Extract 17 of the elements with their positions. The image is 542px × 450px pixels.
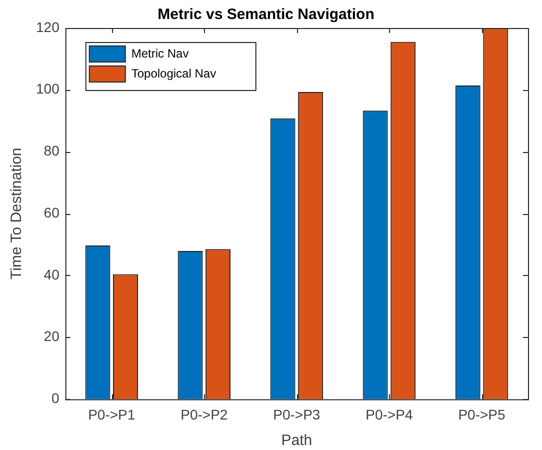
y-tick-label: 80 bbox=[44, 142, 60, 159]
x-tick-label: P0->P1 bbox=[88, 406, 136, 422]
legend-label: Metric Nav bbox=[131, 46, 189, 60]
y-tick-label: 20 bbox=[44, 328, 60, 344]
y-tick-label: 60 bbox=[44, 204, 60, 220]
y-tick-label: 120 bbox=[36, 18, 60, 35]
x-tick-label: P0->P2 bbox=[180, 406, 228, 422]
y-tick-label: 100 bbox=[36, 80, 60, 97]
y-axis-title: Time To Destination bbox=[8, 148, 26, 280]
x-axis-title: Path bbox=[281, 432, 312, 450]
y-tick-label: 0 bbox=[52, 390, 60, 406]
x-tick-label: P0->P4 bbox=[366, 406, 413, 422]
x-tick-label: P0->P3 bbox=[273, 406, 320, 422]
legend-label: Topological Nav bbox=[131, 66, 216, 80]
x-tick-label: P0->P5 bbox=[458, 406, 506, 422]
chart-title: Metric vs Semantic Navigation bbox=[158, 6, 374, 24]
y-tick-label: 40 bbox=[44, 266, 60, 282]
